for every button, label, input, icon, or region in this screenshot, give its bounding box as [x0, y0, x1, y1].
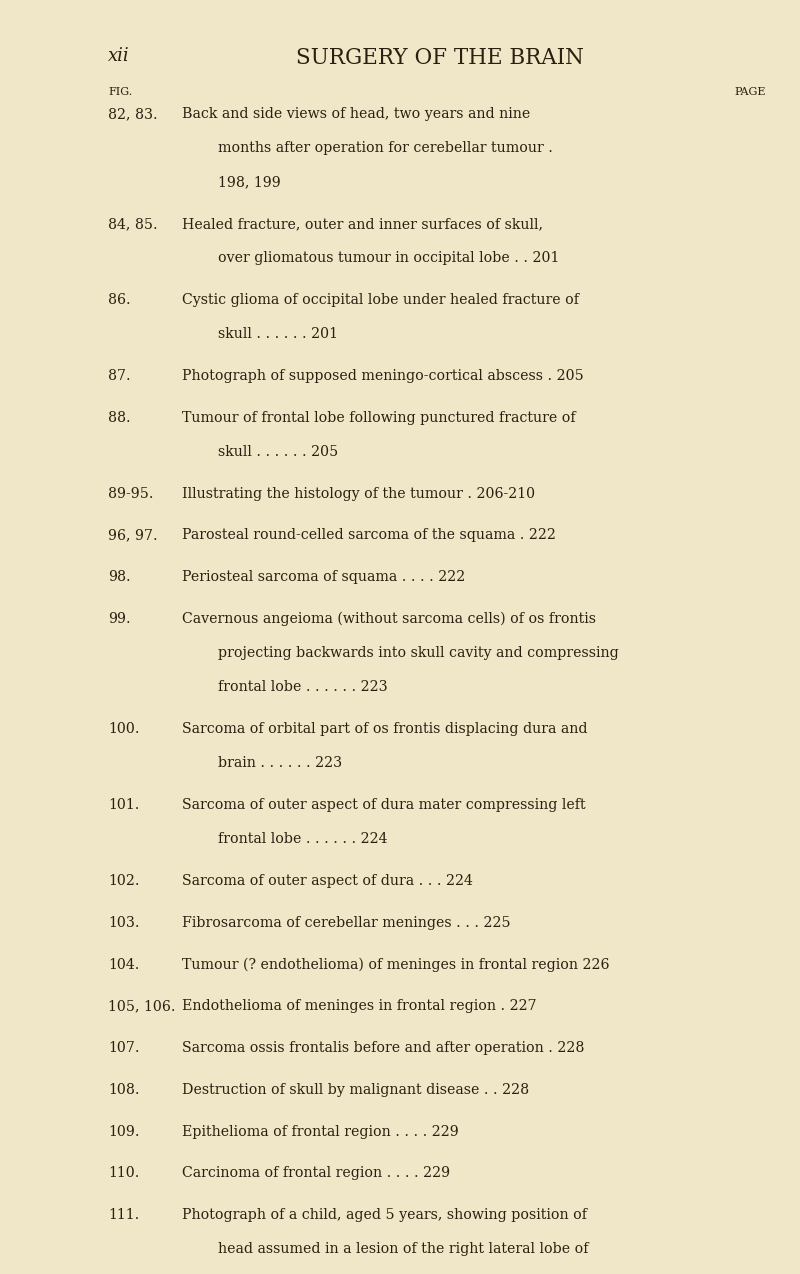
- Text: 84, 85.: 84, 85.: [108, 217, 158, 231]
- Text: Cavernous angeioma (without sarcoma cells) of os frontis: Cavernous angeioma (without sarcoma cell…: [182, 612, 596, 627]
- Text: Photograph of supposed meningo-cortical abscess . 205: Photograph of supposed meningo-cortical …: [182, 369, 584, 383]
- Text: 96, 97.: 96, 97.: [108, 529, 158, 543]
- Text: 88.: 88.: [108, 410, 130, 424]
- Text: 198, 199: 198, 199: [218, 176, 280, 190]
- Text: skull . . . . . . 205: skull . . . . . . 205: [218, 445, 338, 459]
- Text: Periosteal sarcoma of squama . . . . 222: Periosteal sarcoma of squama . . . . 222: [182, 571, 466, 585]
- Text: Epithelioma of frontal region . . . . 229: Epithelioma of frontal region . . . . 22…: [182, 1125, 459, 1139]
- Text: Destruction of skull by malignant disease . . 228: Destruction of skull by malignant diseas…: [182, 1083, 530, 1097]
- Text: Fibrosarcoma of cerebellar meninges . . . 225: Fibrosarcoma of cerebellar meninges . . …: [182, 916, 511, 930]
- Text: 105, 106.: 105, 106.: [108, 999, 175, 1013]
- Text: 100.: 100.: [108, 722, 139, 736]
- Text: 103.: 103.: [108, 916, 139, 930]
- Text: brain . . . . . . 223: brain . . . . . . 223: [218, 757, 342, 771]
- Text: Tumour of frontal lobe following punctured fracture of: Tumour of frontal lobe following punctur…: [182, 410, 576, 424]
- Text: frontal lobe . . . . . . 224: frontal lobe . . . . . . 224: [218, 832, 387, 846]
- Text: Sarcoma of orbital part of os frontis displacing dura and: Sarcoma of orbital part of os frontis di…: [182, 722, 588, 736]
- Text: 87.: 87.: [108, 369, 130, 383]
- Text: 102.: 102.: [108, 874, 139, 888]
- Text: 104.: 104.: [108, 958, 139, 972]
- Text: 82, 83.: 82, 83.: [108, 107, 158, 121]
- Text: Sarcoma ossis frontalis before and after operation . 228: Sarcoma ossis frontalis before and after…: [182, 1041, 585, 1055]
- Text: 109.: 109.: [108, 1125, 139, 1139]
- Text: SURGERY OF THE BRAIN: SURGERY OF THE BRAIN: [296, 47, 584, 69]
- Text: PAGE: PAGE: [735, 87, 766, 97]
- Text: 98.: 98.: [108, 571, 130, 585]
- Text: Photograph of a child, aged 5 years, showing position of: Photograph of a child, aged 5 years, sho…: [182, 1208, 587, 1222]
- Text: 110.: 110.: [108, 1167, 139, 1181]
- Text: Cystic glioma of occipital lobe under healed fracture of: Cystic glioma of occipital lobe under he…: [182, 293, 579, 307]
- Text: Healed fracture, outer and inner surfaces of skull,: Healed fracture, outer and inner surface…: [182, 217, 543, 231]
- Text: skull . . . . . . 201: skull . . . . . . 201: [218, 327, 338, 341]
- Text: Back and side views of head, two years and nine: Back and side views of head, two years a…: [182, 107, 530, 121]
- Text: 101.: 101.: [108, 798, 139, 812]
- Text: projecting backwards into skull cavity and compressing: projecting backwards into skull cavity a…: [218, 646, 618, 660]
- Text: Illustrating the histology of the tumour . 206-210: Illustrating the histology of the tumour…: [182, 487, 535, 501]
- Text: Carcinoma of frontal region . . . . 229: Carcinoma of frontal region . . . . 229: [182, 1167, 450, 1181]
- Text: 99.: 99.: [108, 612, 130, 626]
- Text: head assumed in a lesion of the right lateral lobe of: head assumed in a lesion of the right la…: [218, 1242, 588, 1256]
- Text: Parosteal round-celled sarcoma of the squama . 222: Parosteal round-celled sarcoma of the sq…: [182, 529, 556, 543]
- Text: Tumour (? endothelioma) of meninges in frontal region 226: Tumour (? endothelioma) of meninges in f…: [182, 958, 610, 972]
- Text: Endothelioma of meninges in frontal region . 227: Endothelioma of meninges in frontal regi…: [182, 999, 537, 1013]
- Text: months after operation for cerebellar tumour .: months after operation for cerebellar tu…: [218, 141, 553, 155]
- Text: 89-95.: 89-95.: [108, 487, 154, 501]
- Text: FIG.: FIG.: [108, 87, 132, 97]
- Text: 86.: 86.: [108, 293, 130, 307]
- Text: xii: xii: [108, 47, 130, 65]
- Text: Sarcoma of outer aspect of dura mater compressing left: Sarcoma of outer aspect of dura mater co…: [182, 798, 586, 812]
- Text: 108.: 108.: [108, 1083, 139, 1097]
- Text: Sarcoma of outer aspect of dura . . . 224: Sarcoma of outer aspect of dura . . . 22…: [182, 874, 474, 888]
- Text: frontal lobe . . . . . . 223: frontal lobe . . . . . . 223: [218, 680, 387, 694]
- Text: 111.: 111.: [108, 1208, 139, 1222]
- Text: 107.: 107.: [108, 1041, 139, 1055]
- Text: over gliomatous tumour in occipital lobe . . 201: over gliomatous tumour in occipital lobe…: [218, 251, 559, 265]
